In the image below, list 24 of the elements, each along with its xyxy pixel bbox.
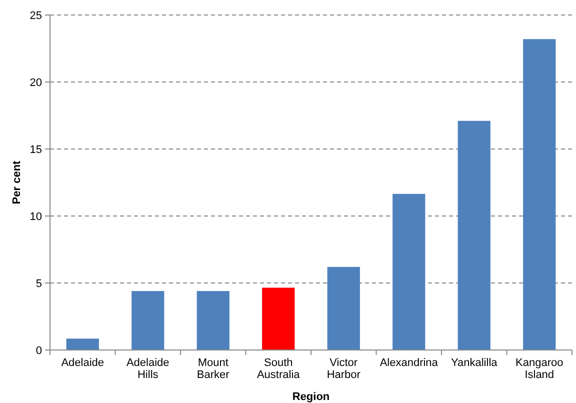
x-tick-label: Alexandrina xyxy=(380,357,439,369)
y-axis-title: Per cent xyxy=(11,160,23,204)
bar xyxy=(262,288,295,350)
x-tick-label: Adelaide Hills xyxy=(126,357,170,381)
y-tick-label: 10 xyxy=(30,210,42,223)
bar xyxy=(196,291,230,350)
bar xyxy=(327,266,360,350)
x-tick-label: Victor Harbor xyxy=(326,357,361,381)
x-tick-label: Adelaide xyxy=(61,357,104,369)
y-tick-label: 15 xyxy=(30,144,42,156)
y-tick-label: 5 xyxy=(36,278,42,290)
x-tick-label: Yankalilla xyxy=(450,357,498,369)
x-axis-title: Region xyxy=(292,391,330,403)
bar xyxy=(523,39,556,350)
x-tick-label: Mount Barker xyxy=(196,357,230,381)
bar xyxy=(66,338,99,350)
bar xyxy=(458,120,490,350)
y-tick-label: 0 xyxy=(36,344,42,357)
x-tick-label: South Australia xyxy=(256,357,301,381)
y-tick-label: 25 xyxy=(30,10,42,22)
y-tick-label: 20 xyxy=(30,76,42,89)
bar xyxy=(392,194,426,350)
x-tick-label: Kangaroo Island xyxy=(516,357,564,381)
bar xyxy=(132,291,164,350)
